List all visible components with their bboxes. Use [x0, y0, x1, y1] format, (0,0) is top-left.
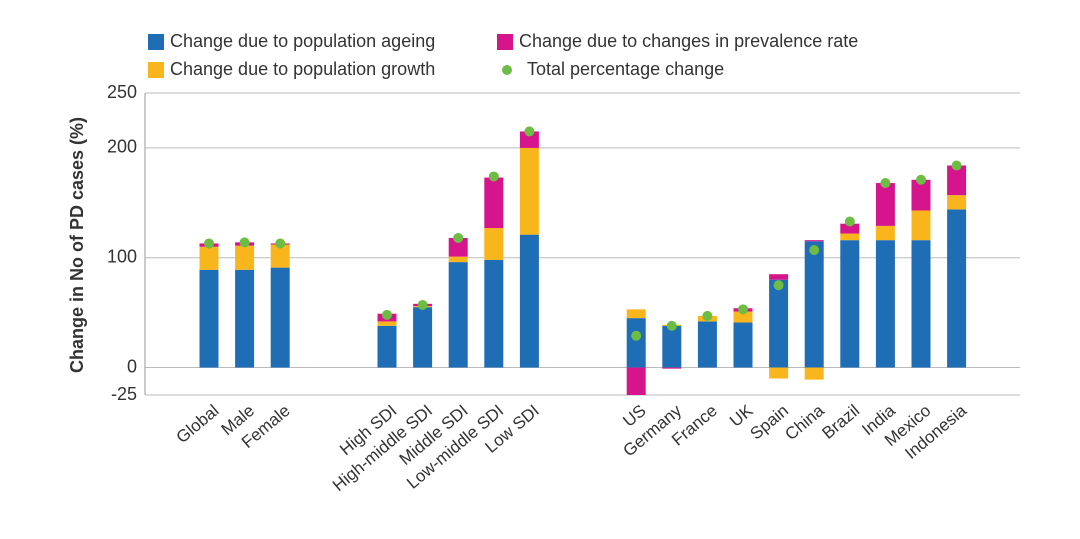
- bar-segment: [626, 367, 646, 395]
- bar-segment: [875, 240, 895, 368]
- total-dot: [453, 232, 464, 243]
- y-tick-label: -25: [111, 384, 137, 404]
- total-dot: [738, 304, 748, 315]
- bar-segment: [697, 321, 717, 368]
- bar-segment: [626, 318, 646, 368]
- bar-segment: [733, 322, 753, 368]
- bar-segment: [840, 233, 860, 241]
- total-dot: [702, 310, 713, 321]
- total-dot: [844, 216, 855, 227]
- bar-segment: [235, 269, 255, 368]
- legend-label: Total percentage change: [527, 59, 724, 79]
- bar-segment: [769, 367, 789, 379]
- bar-segment: [733, 311, 753, 323]
- bar-segment: [199, 269, 219, 368]
- bar-segment: [662, 367, 682, 369]
- total-dot: [916, 174, 926, 185]
- bar-segment: [911, 179, 931, 211]
- bar-segment: [377, 321, 397, 326]
- legend-label: Change due to population ageing: [170, 31, 435, 51]
- bar-segment: [235, 245, 255, 270]
- bar-segment: [804, 367, 824, 380]
- total-dot: [880, 178, 891, 189]
- total-dot: [417, 299, 428, 310]
- bar-segment: [804, 240, 824, 242]
- total-dot: [951, 160, 962, 171]
- bar-segment: [519, 131, 539, 148]
- legend-swatch: [148, 34, 164, 50]
- bar-segment: [662, 325, 682, 368]
- y-tick-label: 100: [107, 246, 137, 266]
- bar-segment: [199, 246, 219, 270]
- bar-segment: [377, 325, 397, 368]
- bar-segment: [947, 165, 967, 196]
- legend-label: Change due to changes in prevalence rate: [519, 31, 858, 51]
- bar-segment: [626, 309, 646, 319]
- legend-swatch: [148, 62, 164, 78]
- legend-swatch: [497, 34, 513, 50]
- bar-segment: [413, 307, 433, 368]
- x-tick-label: China: [781, 401, 828, 444]
- total-dot: [382, 309, 392, 320]
- bar-segment: [519, 147, 539, 235]
- legend-swatch: [502, 65, 512, 75]
- bar-segment: [448, 256, 468, 263]
- bar-segment: [840, 223, 860, 234]
- total-dot: [631, 330, 642, 341]
- bar-segment: [448, 262, 468, 368]
- x-tick-label: Spain: [747, 401, 793, 444]
- bar-segment: [270, 267, 290, 368]
- bar-segment: [519, 234, 539, 368]
- x-tick-label: Brazil: [818, 401, 863, 443]
- bar-segment: [911, 210, 931, 241]
- bar-segment: [875, 183, 895, 226]
- bar-segment: [875, 225, 895, 241]
- bar-segment: [448, 237, 468, 257]
- bar-segment: [270, 244, 290, 268]
- bar-segment: [484, 259, 504, 368]
- y-tick-label: 0: [127, 356, 137, 376]
- legend-label: Change due to population growth: [170, 59, 435, 79]
- bar-segment: [911, 240, 931, 368]
- total-dot: [488, 171, 499, 182]
- bar-segment: [947, 209, 967, 368]
- total-dot: [204, 238, 214, 249]
- bar-segment: [484, 177, 504, 229]
- total-dot: [773, 280, 784, 291]
- bar-segment: [840, 240, 860, 368]
- bar-segment: [947, 195, 967, 210]
- bar-segment: [484, 228, 504, 260]
- bar-segment: [769, 279, 789, 368]
- total-dot: [666, 320, 677, 331]
- y-axis-label: Change in No of PD cases (%): [67, 117, 87, 373]
- bar-segment: [804, 241, 824, 368]
- total-dot: [809, 245, 820, 256]
- y-tick-label: 250: [107, 82, 137, 102]
- total-dot: [275, 238, 286, 249]
- total-dot: [239, 237, 250, 248]
- total-dot: [524, 126, 535, 137]
- bar-segment: [769, 274, 789, 280]
- x-tick-label: Global: [173, 401, 223, 447]
- y-tick-label: 200: [107, 137, 137, 157]
